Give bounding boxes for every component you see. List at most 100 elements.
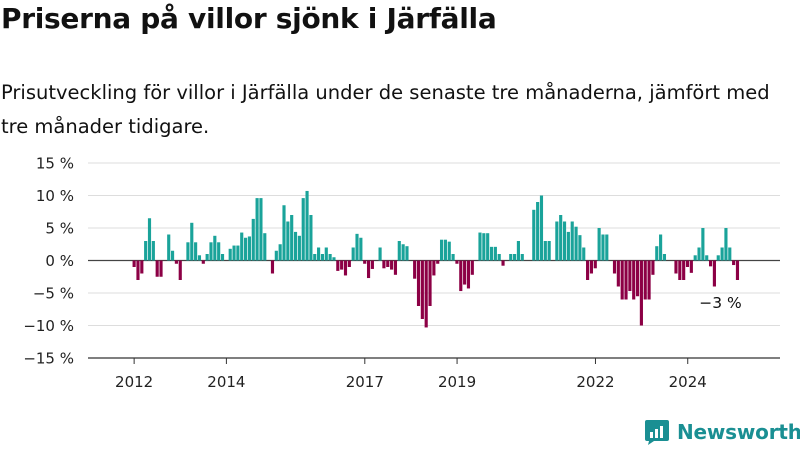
bar: [359, 237, 363, 261]
bar: [612, 260, 617, 274]
bar: [236, 245, 240, 261]
bar: [486, 233, 490, 261]
x-tick-label: 2019: [438, 373, 476, 391]
bar: [566, 231, 570, 261]
bar: [662, 254, 667, 261]
bar: [167, 234, 171, 261]
bar: [140, 260, 144, 274]
bar: [144, 241, 148, 261]
bar: [205, 254, 209, 261]
bar: [597, 228, 601, 261]
bar: [155, 260, 159, 277]
bar: [382, 260, 386, 269]
bar: [305, 190, 309, 261]
bar: [547, 241, 551, 261]
bar: [328, 254, 332, 261]
bar: [301, 198, 305, 261]
bar: [317, 247, 321, 261]
bar: [282, 205, 286, 261]
bar: [493, 246, 497, 261]
bar: [151, 241, 155, 261]
bar: [378, 247, 382, 261]
bar: [401, 244, 405, 261]
bar: [520, 254, 524, 261]
bar: [240, 232, 244, 261]
bar: [443, 239, 447, 261]
bar: [728, 247, 732, 261]
bar: [497, 254, 501, 261]
bar: [555, 221, 559, 261]
labels: −3 %: [699, 294, 742, 312]
bar: [286, 221, 290, 261]
bar: [170, 250, 175, 261]
bar: [470, 260, 474, 275]
bar: [194, 242, 198, 261]
bar: [363, 260, 367, 264]
bar: [620, 260, 624, 300]
bar: [693, 255, 697, 261]
bar: [674, 260, 678, 274]
bar: [355, 233, 359, 261]
axes: 15 % 10 % 5 % 0 % −5 % −10 % −15 % 2012 2014 2017…: [23, 155, 780, 391]
bar: [420, 260, 424, 319]
bar: [255, 198, 259, 261]
bar: [593, 260, 597, 269]
bar: [589, 260, 594, 274]
bar: [732, 260, 736, 266]
bars: [132, 190, 740, 328]
brand-name: Newsworthy: [677, 420, 800, 444]
bar: [543, 241, 547, 261]
bar: [562, 221, 567, 261]
bar: [340, 260, 344, 270]
bar: [228, 248, 232, 261]
bar: [605, 234, 609, 261]
bar: [370, 260, 374, 269]
y-tick-label: 15 %: [36, 155, 74, 173]
y-tick-label: −5 %: [33, 285, 74, 303]
bar: [539, 195, 544, 261]
bar: [689, 260, 693, 273]
bar: [159, 260, 163, 277]
bar: [270, 260, 275, 274]
bar: [501, 260, 505, 266]
bar: [432, 260, 436, 276]
bar: [724, 228, 728, 261]
bar: [197, 255, 202, 261]
bar: [244, 237, 248, 261]
bar: [678, 260, 682, 280]
bar: [536, 202, 540, 261]
bar: [489, 246, 494, 261]
bar: [516, 241, 520, 261]
bar: [701, 228, 705, 261]
bar: [390, 260, 394, 270]
value-annotation: −3 %: [699, 294, 742, 312]
bar: [190, 222, 194, 261]
chart-title: Priserna på villor sjönk i Järfälla: [1, 2, 497, 35]
bar: [735, 260, 740, 280]
bar: [336, 260, 340, 271]
newsworthy-logo-icon: [645, 420, 669, 445]
bar: [343, 260, 348, 276]
bar: [251, 218, 255, 261]
bar: [716, 255, 720, 261]
y-tick-label: −15 %: [23, 350, 74, 368]
bar: [428, 260, 432, 306]
bar: [439, 239, 444, 261]
bar: [682, 260, 686, 280]
y-tick-label: 5 %: [45, 220, 74, 238]
bar: [651, 260, 655, 275]
bar: [201, 260, 205, 264]
bar: [213, 235, 217, 261]
bar: [297, 235, 301, 261]
x-tick-label: 2024: [669, 373, 707, 391]
bar: [393, 260, 398, 275]
bar: [601, 234, 605, 261]
bar: [709, 260, 713, 267]
y-tick-label: 10 %: [36, 187, 74, 205]
bar: [366, 260, 371, 279]
x-tick-label: 2017: [346, 373, 384, 391]
bar: [147, 218, 152, 261]
bar: [578, 235, 582, 261]
bar: [574, 226, 578, 261]
bar: [624, 260, 628, 300]
